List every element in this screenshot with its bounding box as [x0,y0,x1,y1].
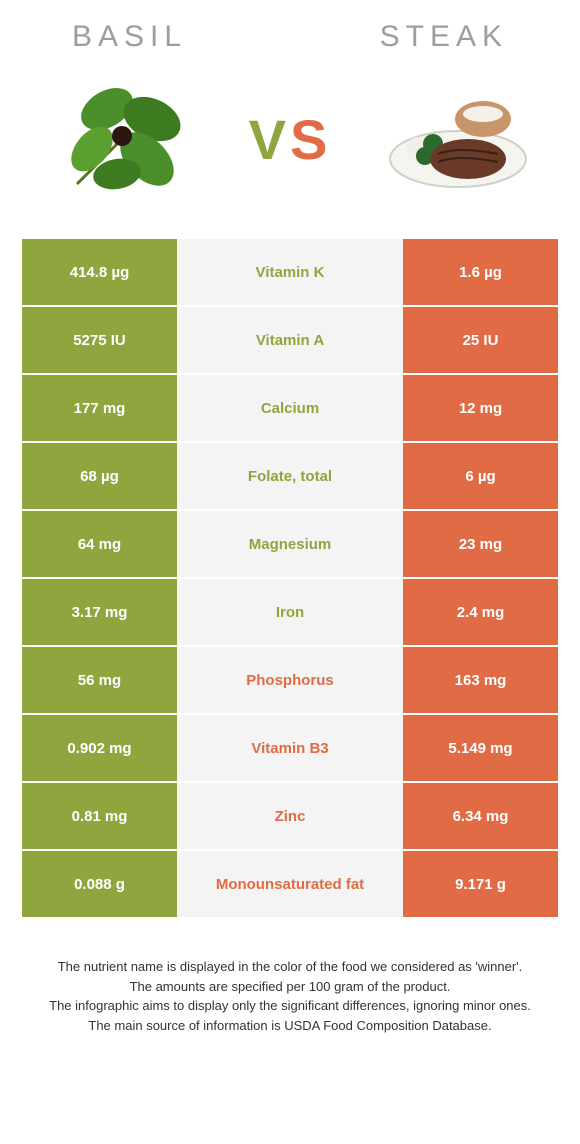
nutrient-label: Folate, total [177,443,403,509]
basil-image [47,74,197,204]
nutrient-row: 0.088 gMonounsaturated fat9.171 g [22,851,558,917]
nutrient-label: Phosphorus [177,647,403,713]
nutrient-label: Vitamin A [177,307,403,373]
steak-value: 1.6 µg [403,239,558,305]
basil-value: 0.088 g [22,851,177,917]
basil-value: 68 µg [22,443,177,509]
basil-value: 0.81 mg [22,783,177,849]
nutrient-row: 68 µgFolate, total6 µg [22,443,558,509]
footer-notes: The nutrient name is displayed in the co… [22,957,558,1035]
nutrient-label: Vitamin B3 [177,715,403,781]
steak-value: 163 mg [403,647,558,713]
steak-image [383,74,533,204]
nutrient-label: Zinc [177,783,403,849]
basil-value: 414.8 µg [22,239,177,305]
vs-s: S [290,108,331,171]
nutrient-label: Calcium [177,375,403,441]
steak-value: 9.171 g [403,851,558,917]
left-food-title: Basil [72,20,187,54]
nutrient-row: 5275 IUVitamin A25 IU [22,307,558,373]
vs-v: V [249,108,290,171]
steak-value: 5.149 mg [403,715,558,781]
nutrient-row: 64 mgMagnesium23 mg [22,511,558,577]
steak-value: 2.4 mg [403,579,558,645]
nutrient-label: Monounsaturated fat [177,851,403,917]
nutrient-row: 56 mgPhosphorus163 mg [22,647,558,713]
basil-value: 177 mg [22,375,177,441]
nutrient-row: 414.8 µgVitamin K1.6 µg [22,239,558,305]
nutrient-row: 177 mgCalcium12 mg [22,375,558,441]
vs-label: VS [249,107,332,172]
nutrient-row: 0.902 mgVitamin B35.149 mg [22,715,558,781]
header: Basil Steak [22,20,558,54]
steak-value: 6.34 mg [403,783,558,849]
basil-value: 3.17 mg [22,579,177,645]
steak-value: 23 mg [403,511,558,577]
nutrient-label: Vitamin K [177,239,403,305]
footer-line-3: The infographic aims to display only the… [37,996,543,1016]
nutrient-label: Iron [177,579,403,645]
steak-value: 6 µg [403,443,558,509]
steak-value: 25 IU [403,307,558,373]
nutrient-label: Magnesium [177,511,403,577]
nutrient-row: 0.81 mgZinc6.34 mg [22,783,558,849]
vs-row: VS [22,74,558,204]
basil-value: 56 mg [22,647,177,713]
nutrient-table: 414.8 µgVitamin K1.6 µg5275 IUVitamin A2… [22,239,558,917]
basil-value: 64 mg [22,511,177,577]
right-food-title: Steak [380,20,508,54]
basil-value: 0.902 mg [22,715,177,781]
footer-line-4: The main source of information is USDA F… [37,1016,543,1036]
footer-line-1: The nutrient name is displayed in the co… [37,957,543,977]
footer-line-2: The amounts are specified per 100 gram o… [37,977,543,997]
basil-value: 5275 IU [22,307,177,373]
steak-value: 12 mg [403,375,558,441]
nutrient-row: 3.17 mgIron2.4 mg [22,579,558,645]
